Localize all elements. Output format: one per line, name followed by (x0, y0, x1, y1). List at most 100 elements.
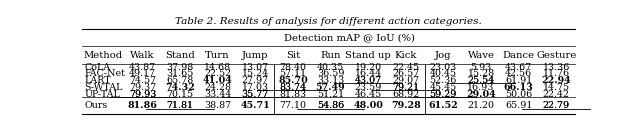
Text: 40.45: 40.45 (430, 69, 457, 78)
Text: 25.54: 25.54 (467, 76, 495, 85)
Text: 49.17: 49.17 (129, 69, 156, 78)
Text: 22.94: 22.94 (541, 76, 571, 85)
Text: 79.21: 79.21 (392, 83, 419, 92)
Text: 83.74: 83.74 (279, 83, 307, 92)
Text: 43.07: 43.07 (355, 76, 381, 85)
Text: 79.93: 79.93 (129, 90, 156, 99)
Text: Sit: Sit (286, 51, 300, 60)
Text: 40.35: 40.35 (317, 63, 344, 72)
Text: 74.32: 74.32 (165, 83, 195, 92)
Text: 79.93: 79.93 (129, 90, 156, 99)
Text: 17.03: 17.03 (242, 83, 269, 92)
Text: 45.45: 45.45 (429, 83, 457, 92)
Text: 37.98: 37.98 (166, 63, 194, 72)
Text: 81.83: 81.83 (279, 90, 307, 99)
Text: 45.71: 45.71 (241, 101, 270, 110)
Text: 77.10: 77.10 (280, 101, 307, 110)
Text: 68.92: 68.92 (392, 90, 419, 99)
Text: 22.79: 22.79 (543, 101, 570, 110)
Text: 19.20: 19.20 (355, 63, 381, 72)
Text: 15.28: 15.28 (467, 69, 495, 78)
Text: 14.75: 14.75 (543, 83, 570, 92)
Text: 22.45: 22.45 (392, 63, 419, 72)
Text: Jump: Jump (242, 51, 269, 60)
Text: 38.87: 38.87 (204, 101, 231, 110)
Text: 29.04: 29.04 (466, 90, 496, 99)
Text: 71.81: 71.81 (166, 101, 193, 110)
Text: 85.70: 85.70 (278, 76, 308, 85)
Text: 13.07: 13.07 (242, 63, 269, 72)
Text: 59.29: 59.29 (429, 90, 457, 99)
Text: 79.37: 79.37 (129, 83, 156, 92)
Text: 46.45: 46.45 (355, 90, 381, 99)
Text: Kick: Kick (395, 51, 417, 60)
Text: S-WTAL: S-WTAL (84, 83, 123, 92)
Text: 25.54: 25.54 (467, 76, 495, 85)
Text: 57.49: 57.49 (316, 83, 346, 92)
Text: 78.40: 78.40 (280, 63, 307, 72)
Text: 54.86: 54.86 (317, 101, 344, 110)
Text: 79.28: 79.28 (391, 101, 420, 110)
Text: 70.15: 70.15 (166, 90, 194, 99)
Text: 27.97: 27.97 (242, 76, 269, 85)
Text: 81.86: 81.86 (127, 101, 157, 110)
Text: Walk: Walk (130, 51, 155, 60)
Text: 43.87: 43.87 (129, 63, 156, 72)
Text: 51.21: 51.21 (317, 90, 344, 99)
Text: Dance: Dance (502, 51, 534, 60)
Text: 23.03: 23.03 (429, 63, 457, 72)
Text: 43.67: 43.67 (505, 63, 532, 72)
Text: 11.76: 11.76 (543, 69, 570, 78)
Text: 33.13: 33.13 (317, 76, 344, 85)
Text: 26.57: 26.57 (392, 69, 419, 78)
Text: Wave: Wave (467, 51, 495, 60)
Text: 48.00: 48.00 (353, 101, 383, 110)
Text: 54.86: 54.86 (317, 101, 344, 110)
Text: 42.56: 42.56 (505, 69, 532, 78)
Text: LART: LART (84, 76, 111, 85)
Text: 66.13: 66.13 (504, 83, 534, 92)
Text: Method: Method (83, 51, 123, 60)
Text: 16.44: 16.44 (355, 69, 381, 78)
Text: 21.20: 21.20 (467, 101, 495, 110)
Text: Gesture: Gesture (536, 51, 577, 60)
Text: 43.07: 43.07 (355, 76, 381, 85)
Text: 33.44: 33.44 (204, 90, 231, 99)
Text: 74.57: 74.57 (129, 76, 156, 85)
Text: FAC-Net: FAC-Net (84, 69, 125, 78)
Text: 29.07: 29.07 (392, 76, 419, 85)
Text: CoLA: CoLA (84, 63, 111, 72)
Text: 15.24: 15.24 (242, 69, 269, 78)
Text: 61.52: 61.52 (429, 101, 458, 110)
Text: 59.29: 59.29 (429, 90, 457, 99)
Text: 23.59: 23.59 (355, 83, 382, 92)
Text: 36.59: 36.59 (317, 69, 344, 78)
Text: 5.93: 5.93 (470, 63, 492, 72)
Text: 50.06: 50.06 (505, 90, 532, 99)
Text: 65.91: 65.91 (505, 101, 532, 110)
Text: 41.04: 41.04 (203, 76, 232, 85)
Text: Detection mAP @ IoU (%): Detection mAP @ IoU (%) (284, 33, 415, 42)
Text: 71.81: 71.81 (166, 101, 193, 110)
Text: Stand: Stand (165, 51, 195, 60)
Text: 83.74: 83.74 (279, 83, 307, 92)
Text: 13.36: 13.36 (543, 63, 570, 72)
Text: 31.65: 31.65 (166, 69, 194, 78)
Text: Ours: Ours (84, 101, 108, 110)
Text: 57.11: 57.11 (279, 69, 307, 78)
Text: 14.68: 14.68 (204, 63, 231, 72)
Text: Jog: Jog (435, 51, 452, 60)
Text: 52.36: 52.36 (429, 76, 457, 85)
Text: Stand up: Stand up (345, 51, 391, 60)
Text: 22.52: 22.52 (204, 69, 231, 78)
Text: 16.93: 16.93 (467, 83, 495, 92)
Text: 24.28: 24.28 (204, 83, 231, 92)
Text: Run: Run (320, 51, 340, 60)
Text: 22.79: 22.79 (543, 101, 570, 110)
Text: 35.77: 35.77 (242, 90, 269, 99)
Text: UP-TAL: UP-TAL (84, 90, 120, 99)
Text: 35.77: 35.77 (242, 90, 269, 99)
Text: 79.21: 79.21 (392, 83, 419, 92)
Text: Table 2. Results of analysis for different action categories.: Table 2. Results of analysis for differe… (175, 17, 481, 26)
Text: Turn: Turn (205, 51, 230, 60)
